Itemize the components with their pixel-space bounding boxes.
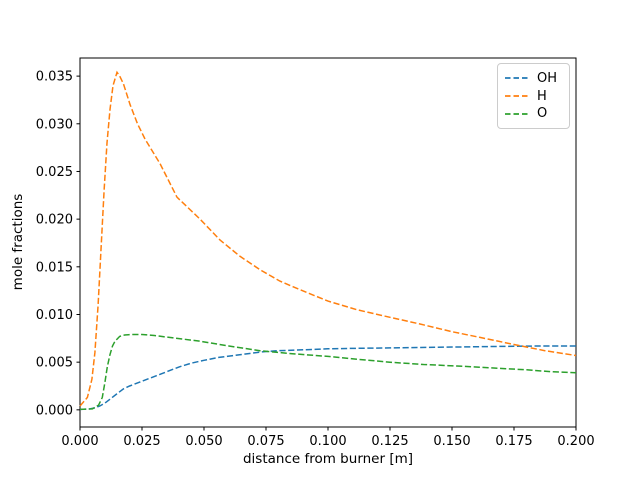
x-tick-label: 0.075 (247, 434, 284, 449)
y-axis-label: mole fractions (10, 193, 26, 291)
legend: OH H O (497, 63, 570, 129)
legend-item-OH: OH (505, 72, 562, 85)
x-tick-label: 0.150 (433, 434, 470, 449)
legend-item-H: H (505, 90, 562, 103)
x-tick-label: 0.025 (123, 434, 160, 449)
y-tick-label: 0.035 (36, 70, 73, 85)
x-tick-label: 0.125 (371, 434, 408, 449)
x-tick-label: 0.100 (309, 434, 346, 449)
legend-line-sample-OH (505, 77, 530, 80)
legend-label-H: H (537, 88, 547, 104)
series-line-OH (79, 345, 576, 411)
y-tick-label: 0.005 (36, 356, 73, 371)
legend-line-sample-O (505, 112, 530, 115)
y-tick-label: 0.030 (36, 117, 73, 132)
x-tick-label: 0.200 (557, 434, 594, 449)
legend-label-OH: OH (537, 70, 558, 86)
x-tick-label: 0.050 (185, 434, 222, 449)
y-tick-label: 0.020 (36, 213, 73, 228)
legend-item-O: O (505, 107, 562, 120)
y-tick-label: 0.010 (36, 308, 73, 323)
y-tick-label: 0.000 (36, 403, 73, 418)
series-line-O (79, 333, 577, 411)
x-axis-label: distance from burner [m] (242, 451, 414, 467)
y-tick-label: 0.025 (36, 165, 73, 180)
x-tick-label: 0.000 (61, 434, 98, 449)
legend-line-sample-H (505, 95, 530, 97)
x-tick-label: 0.175 (495, 434, 532, 449)
y-tick-label: 0.015 (36, 260, 73, 275)
legend-label-O: O (537, 106, 548, 122)
series-line-H (79, 70, 577, 407)
